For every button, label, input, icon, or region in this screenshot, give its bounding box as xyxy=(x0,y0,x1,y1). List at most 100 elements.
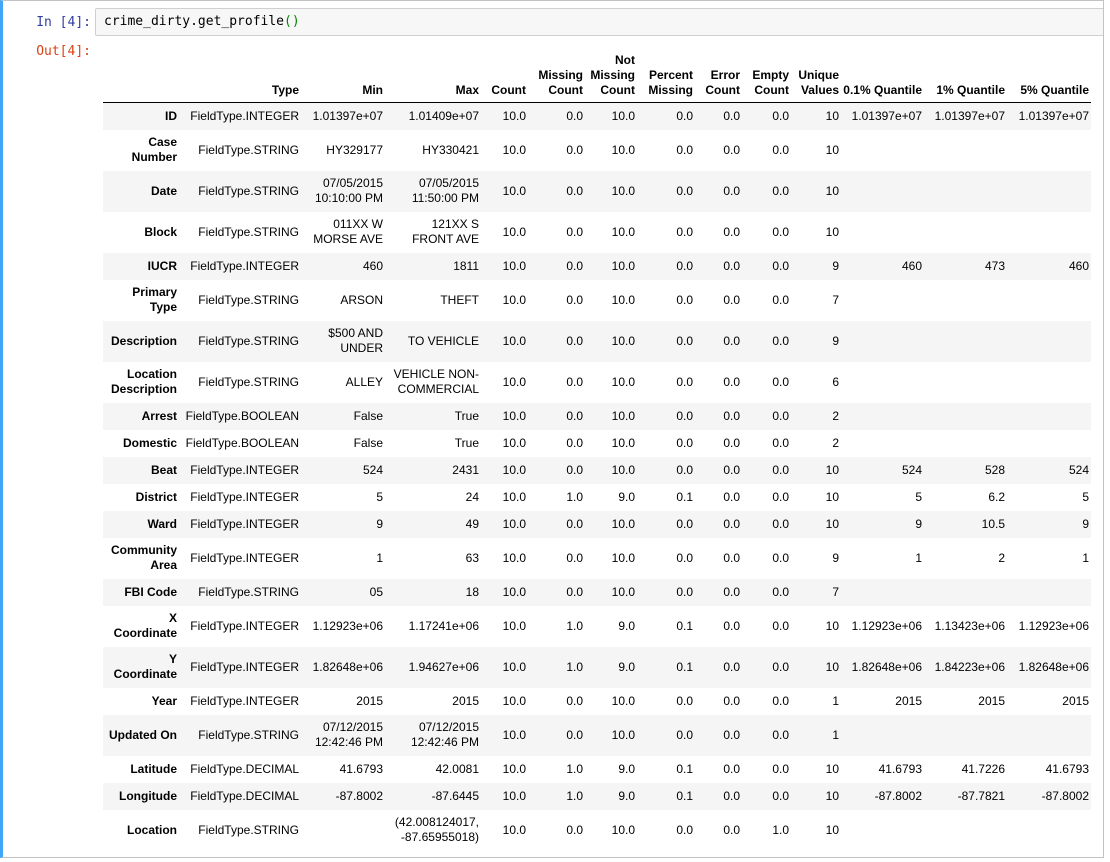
table-cell: 0.0 xyxy=(723,618,740,633)
table-cell xyxy=(841,280,924,321)
table-row: Y Coordinate FieldType.INTEGER 1.82648e+06… xyxy=(103,646,1091,688)
index-header xyxy=(103,47,179,103)
table-row: Year FieldType.INTEGER 2015 2015 10.0 0.0 10.0… xyxy=(103,687,1091,715)
table-cell: FieldType.STRING xyxy=(198,374,299,389)
table-row: Longitude FieldType.DECIMAL -87.8002 -87.64… xyxy=(103,782,1091,810)
table-cell: 1 xyxy=(832,727,839,742)
table-cell xyxy=(841,715,924,756)
table-cell: 1 xyxy=(832,693,839,708)
table-cell: 2015 xyxy=(452,693,479,708)
table-cell: 0.0 xyxy=(723,693,740,708)
table-cell xyxy=(924,280,1007,321)
table-cell: 10.0 xyxy=(611,408,635,423)
table-cell: FieldType.STRING xyxy=(198,822,299,837)
table-cell: VEHICLE NON-COMMERCIAL xyxy=(393,367,479,396)
code-input[interactable]: crime_dirty.get_profile() xyxy=(95,8,1103,36)
table-cell: 5 xyxy=(1082,489,1089,504)
profile-table: Type Min Max Count Missing Count Not Mis… xyxy=(103,47,1091,851)
table-cell: 10.0 xyxy=(502,584,526,599)
row-label: Primary Type xyxy=(132,285,177,314)
table-cell: HY329177 xyxy=(326,142,383,157)
table-cell: 0.1 xyxy=(676,788,693,803)
table-cell: 460 xyxy=(362,258,383,273)
row-label: Arrest xyxy=(141,408,177,423)
table-cell xyxy=(924,171,1007,212)
table-cell: 1.82648e+06 xyxy=(851,659,922,674)
table-cell: 1.82648e+06 xyxy=(1018,659,1089,674)
table-cell xyxy=(841,579,924,606)
table-cell: FieldType.DECIMAL xyxy=(190,788,299,803)
table-cell: 10 xyxy=(825,822,839,837)
table-cell: 528 xyxy=(984,462,1005,477)
table-cell: 0.0 xyxy=(566,693,583,708)
table-cell xyxy=(841,430,924,457)
table-cell: 011XX W MORSE AVE xyxy=(313,217,383,246)
table-cell: 0.0 xyxy=(772,435,789,450)
table-cell: (42.008124017, -87.65955018) xyxy=(394,815,479,844)
row-label: Location xyxy=(127,822,177,837)
table-cell: 07/05/2015 10:10:00 PM xyxy=(314,176,383,205)
row-label: X Coordinate xyxy=(113,611,177,640)
table-cell: 10.0 xyxy=(611,693,635,708)
row-label: Updated On xyxy=(109,727,177,742)
column-header: Percent Missing xyxy=(637,47,695,103)
table-cell: True xyxy=(454,435,479,450)
table-cell: $500 AND UNDER xyxy=(328,326,383,355)
table-cell: 524 xyxy=(362,462,383,477)
table-cell: 7 xyxy=(832,292,839,307)
table-cell: 10.0 xyxy=(502,333,526,348)
table-cell: 0.0 xyxy=(723,659,740,674)
table-row: Block FieldType.STRING 011XX W MORSE AVE 12… xyxy=(103,211,1091,253)
table-header: Type Min Max Count Missing Count Not Mis… xyxy=(103,47,1091,103)
table-cell: 41.7226 xyxy=(961,761,1005,776)
table-cell: FieldType.INTEGER xyxy=(190,693,299,708)
table-cell: 0.0 xyxy=(723,550,740,565)
table-cell: 0.0 xyxy=(772,693,789,708)
table-cell: 2 xyxy=(998,550,1005,565)
table-cell: 1.0 xyxy=(566,659,583,674)
table-cell: 0.0 xyxy=(772,374,789,389)
table-cell: 1.01397e+07 xyxy=(934,108,1005,123)
table-cell: 0.0 xyxy=(723,183,740,198)
table-cell: 0.0 xyxy=(772,659,789,674)
table-cell: 10.0 xyxy=(502,761,526,776)
table-cell: FieldType.STRING xyxy=(198,727,299,742)
table-cell: 0.0 xyxy=(772,292,789,307)
table-cell: FieldType.STRING xyxy=(198,224,299,239)
table-cell: 07/12/2015 12:42:46 PM xyxy=(314,720,383,749)
table-cell xyxy=(1007,171,1091,212)
table-cell: 10.0 xyxy=(502,224,526,239)
table-cell: 1.94627e+06 xyxy=(408,659,479,674)
table-cell: FieldType.INTEGER xyxy=(190,108,299,123)
table-cell: 10 xyxy=(825,489,839,504)
table-cell: 460 xyxy=(901,258,922,273)
table-cell: 460 xyxy=(1068,258,1089,273)
table-cell xyxy=(841,212,924,253)
table-cell: 0.0 xyxy=(676,108,693,123)
table-cell: 41.6793 xyxy=(339,761,383,776)
table-cell: 473 xyxy=(984,258,1005,273)
table-cell: 0.0 xyxy=(772,108,789,123)
table-cell: 1.12923e+06 xyxy=(851,618,922,633)
table-cell: 9.0 xyxy=(618,489,635,504)
table-cell: 10.0 xyxy=(611,584,635,599)
table-cell: 1.0 xyxy=(566,489,583,504)
table-cell: 2431 xyxy=(452,462,479,477)
table-cell xyxy=(841,171,924,212)
table-cell xyxy=(1007,403,1091,430)
table-cell: 10.0 xyxy=(611,183,635,198)
table-cell: 1.17241e+06 xyxy=(408,618,479,633)
table-cell: False xyxy=(353,408,383,423)
row-label: FBI Code xyxy=(124,584,177,599)
table-cell: 1.82648e+06 xyxy=(312,659,383,674)
table-cell: 10.0 xyxy=(502,822,526,837)
table-cell xyxy=(1007,362,1091,403)
table-cell: 49 xyxy=(465,516,479,531)
table-cell: 10.0 xyxy=(611,462,635,477)
table-cell xyxy=(924,715,1007,756)
table-cell: 10.5 xyxy=(981,516,1005,531)
table-row: X Coordinate FieldType.INTEGER 1.12923e+06… xyxy=(103,605,1091,647)
table-cell: 1.01397e+07 xyxy=(1018,108,1089,123)
table-cell xyxy=(1007,212,1091,253)
